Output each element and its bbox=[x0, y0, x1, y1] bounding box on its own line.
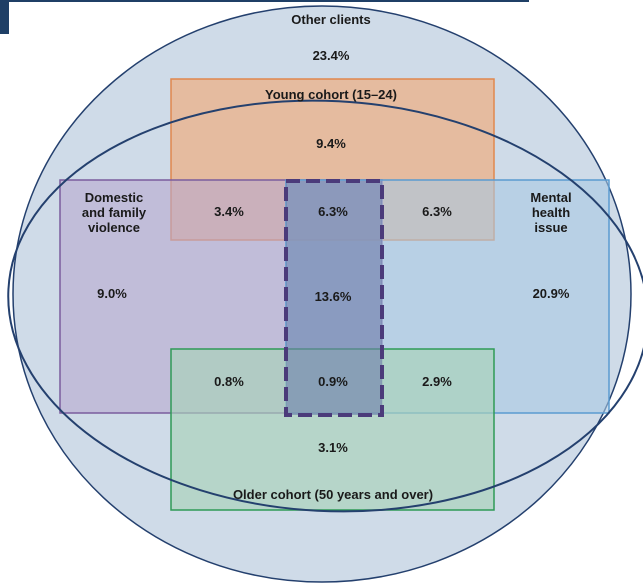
center-value: 13.6% bbox=[314, 289, 352, 304]
mental-health-value: 20.9% bbox=[532, 286, 570, 301]
mental-health-label: Mental health issue bbox=[530, 190, 572, 235]
dfv-value: 9.0% bbox=[97, 286, 127, 301]
other-clients-label: Other clients bbox=[291, 12, 371, 27]
inner-ellipse-outline bbox=[7, 99, 643, 513]
young-dfv-value: 3.4% bbox=[214, 204, 244, 219]
corner-accent bbox=[0, 0, 9, 34]
young-center-value: 6.3% bbox=[318, 204, 348, 219]
older-cohort-label: Older cohort (50 years and over) bbox=[232, 487, 434, 502]
young-cohort-value: 9.4% bbox=[316, 136, 346, 151]
young-mental-value: 6.3% bbox=[422, 204, 452, 219]
other-clients-value: 23.4% bbox=[312, 48, 350, 63]
older-center-value: 0.9% bbox=[318, 374, 348, 389]
central-overlap-box bbox=[284, 179, 384, 417]
older-cohort-value: 3.1% bbox=[318, 440, 348, 455]
top-rule bbox=[9, 0, 529, 2]
dfv-label: Domestic and family violence bbox=[81, 190, 147, 235]
older-dfv-value: 0.8% bbox=[214, 374, 244, 389]
older-mental-value: 2.9% bbox=[422, 374, 452, 389]
young-cohort-label: Young cohort (15–24) bbox=[265, 87, 397, 102]
